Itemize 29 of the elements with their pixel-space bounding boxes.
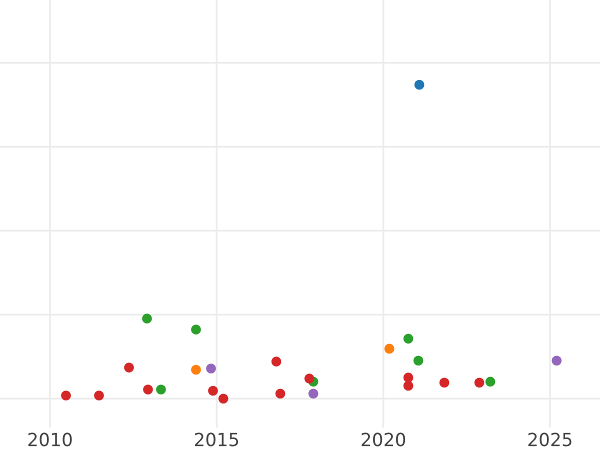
point: [206, 364, 216, 374]
x-tick-label: 2015: [195, 432, 238, 446]
point: [413, 356, 424, 366]
point: [403, 372, 414, 383]
point: [403, 380, 414, 391]
point: [384, 344, 394, 354]
point: [94, 390, 104, 400]
point: [61, 390, 71, 400]
point: [208, 386, 218, 396]
point: [403, 334, 414, 344]
point: [191, 364, 201, 375]
point: [142, 314, 152, 324]
point: [156, 384, 166, 394]
point: [474, 378, 484, 388]
x-tick-label: 2020: [362, 432, 406, 446]
x-tick-label: 2025: [528, 432, 572, 446]
point: [304, 374, 314, 384]
point: [308, 388, 318, 399]
point: [143, 384, 153, 394]
point: [552, 356, 562, 366]
point: [218, 394, 228, 404]
point: [414, 80, 424, 90]
point: [485, 376, 496, 387]
point: [191, 324, 201, 334]
point: [275, 388, 286, 399]
point: [439, 378, 450, 388]
point: [124, 362, 134, 372]
point: [271, 356, 282, 366]
x-tick-label: 2010: [28, 432, 72, 446]
